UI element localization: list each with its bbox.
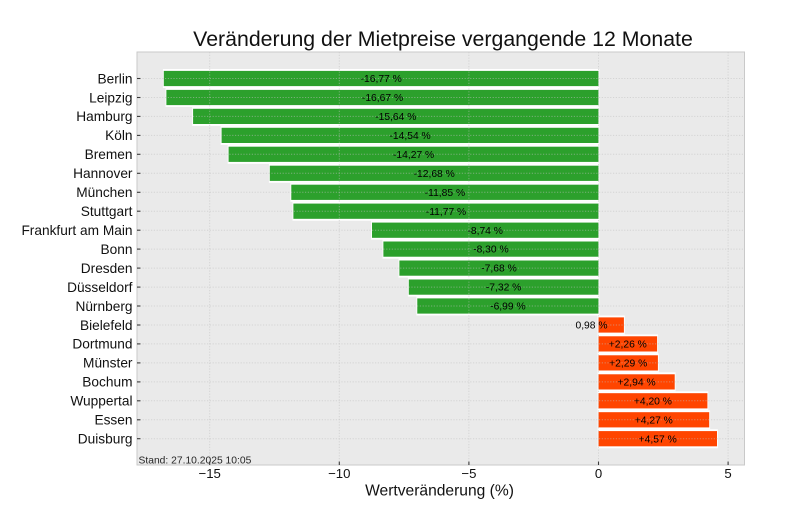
svg-text:Wuppertal: Wuppertal: [70, 394, 132, 409]
svg-text:-12,68 %: -12,68 %: [414, 169, 455, 180]
svg-text:Dortmund: Dortmund: [72, 337, 132, 352]
svg-text:0: 0: [595, 466, 602, 481]
svg-text:-7,32 %: -7,32 %: [486, 283, 522, 294]
svg-text:-8,74 %: -8,74 %: [467, 226, 503, 237]
svg-text:-7,68 %: -7,68 %: [481, 264, 517, 275]
svg-text:Leipzig: Leipzig: [89, 90, 132, 105]
svg-text:−15: −15: [199, 466, 221, 481]
svg-text:Köln: Köln: [105, 128, 132, 143]
svg-text:Hannover: Hannover: [73, 166, 133, 181]
svg-text:-6,99 %: -6,99 %: [490, 302, 526, 313]
svg-text:−10: −10: [328, 466, 350, 481]
svg-text:Berlin: Berlin: [98, 71, 133, 86]
svg-text:−5: −5: [461, 466, 476, 481]
svg-text:-14,27 %: -14,27 %: [393, 150, 434, 161]
svg-text:Düsseldorf: Düsseldorf: [67, 280, 133, 295]
svg-text:+2,94 %: +2,94 %: [618, 378, 656, 389]
svg-text:Essen: Essen: [94, 413, 132, 428]
svg-text:Wertveränderung (%): Wertveränderung (%): [365, 483, 514, 500]
svg-text:-11,85 %: -11,85 %: [425, 188, 465, 199]
svg-text:Stuttgart: Stuttgart: [81, 204, 133, 219]
svg-text:+2,29 %: +2,29 %: [609, 359, 647, 370]
svg-text:Hamburg: Hamburg: [76, 109, 132, 124]
svg-text:-8,30 %: -8,30 %: [473, 245, 509, 256]
svg-text:Frankfurt am Main: Frankfurt am Main: [21, 223, 132, 238]
svg-text:-15,64 %: -15,64 %: [375, 112, 416, 123]
svg-text:München: München: [76, 185, 132, 200]
svg-text:+2,26 %: +2,26 %: [609, 340, 647, 351]
svg-text:0,98 %: 0,98 %: [575, 321, 607, 332]
svg-text:+4,57 %: +4,57 %: [639, 434, 677, 445]
svg-text:Bremen: Bremen: [85, 147, 133, 162]
svg-text:-16,77 %: -16,77 %: [361, 74, 402, 85]
svg-text:Duisburg: Duisburg: [78, 432, 133, 447]
svg-text:-14,54 %: -14,54 %: [389, 131, 430, 142]
svg-text:Bielefeld: Bielefeld: [80, 318, 133, 333]
svg-text:Veränderung der Mietpreise ver: Veränderung der Mietpreise vergangende 1…: [193, 27, 693, 51]
svg-text:Nürnberg: Nürnberg: [75, 299, 132, 314]
svg-text:Münster: Münster: [83, 356, 133, 371]
svg-text:Stand: 27.10.2025 10:05: Stand: 27.10.2025 10:05: [139, 456, 252, 467]
svg-text:Bochum: Bochum: [82, 375, 132, 390]
svg-text:5: 5: [724, 466, 731, 481]
svg-text:+4,20 %: +4,20 %: [634, 396, 672, 407]
svg-text:Dresden: Dresden: [81, 261, 133, 276]
svg-text:Bonn: Bonn: [101, 242, 133, 257]
svg-text:-16,67 %: -16,67 %: [362, 93, 403, 104]
svg-text:-11,77 %: -11,77 %: [426, 207, 466, 218]
svg-text:+4,27 %: +4,27 %: [635, 415, 673, 426]
